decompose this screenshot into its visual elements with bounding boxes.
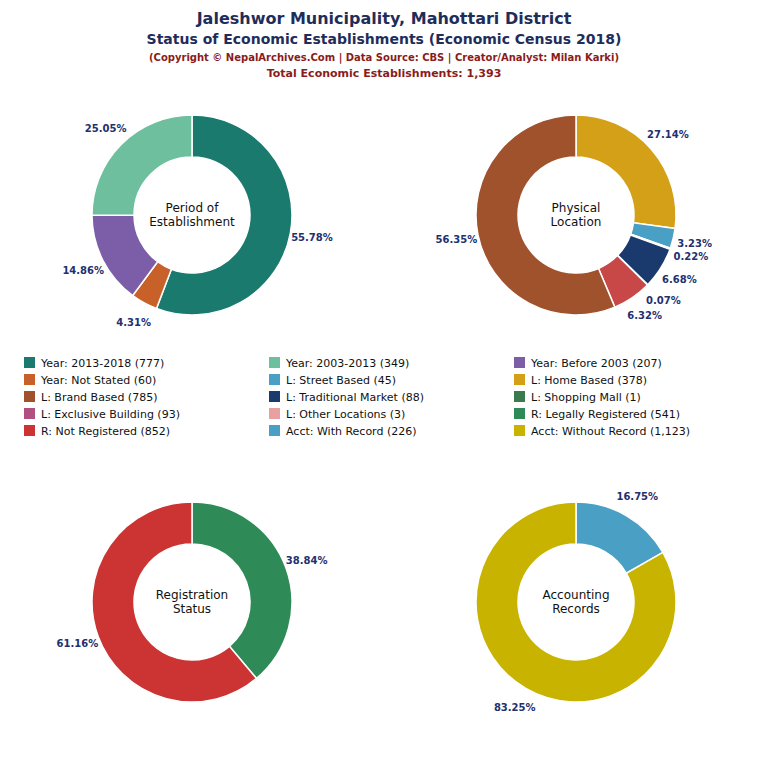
center-label-line: Period of [166, 201, 220, 215]
legend-swatch [269, 391, 280, 402]
center-label-line: Physical [552, 201, 601, 215]
center-label: RegistrationStatus [156, 588, 228, 616]
legend-label: Year: 2013-2018 (777) [40, 357, 164, 370]
legend-swatch [514, 374, 525, 385]
center-label: AccountingRecords [542, 588, 609, 616]
data-label: 56.35% [436, 234, 478, 245]
data-label: 55.78% [291, 232, 333, 243]
donut [92, 115, 292, 315]
annotation: (Copyright © NepalArchives.Com | Data So… [149, 52, 619, 64]
data-label: 0.07% [646, 295, 681, 306]
center-label-line: Status [173, 602, 211, 616]
data-label: 16.75% [616, 491, 658, 502]
legend-swatch [24, 425, 35, 436]
data-label: 3.23% [677, 238, 712, 249]
legend-swatch [24, 391, 35, 402]
title: Status of Economic Establishments (Econo… [147, 31, 622, 47]
donut [92, 502, 292, 702]
slice [92, 215, 158, 295]
donut [476, 502, 676, 702]
donut [476, 115, 676, 315]
legend-label: L: Shopping Mall (1) [531, 391, 641, 404]
background [0, 0, 768, 768]
annotation: Total Economic Establishments: 1,393 [267, 67, 502, 80]
center-label: Period ofEstablishment [149, 201, 235, 229]
center-label-line: Establishment [149, 215, 235, 229]
legend-label: R: Not Registered (852) [41, 425, 170, 438]
legend-swatch [514, 357, 525, 368]
legend-label: L: Traditional Market (88) [286, 391, 424, 404]
data-label: 27.14% [647, 129, 689, 140]
legend-label: Acct: With Record (226) [286, 425, 417, 438]
data-label: 25.05% [85, 123, 127, 134]
center-label: PhysicalLocation [551, 201, 602, 229]
legend-swatch [269, 408, 280, 419]
center-label-line: Registration [156, 588, 228, 602]
legend-label: L: Street Based (45) [286, 374, 396, 387]
legend-swatch [514, 408, 525, 419]
legend-label: L: Home Based (378) [531, 374, 647, 387]
data-label: 38.84% [286, 555, 328, 566]
slice [92, 502, 257, 702]
legend-swatch [269, 374, 280, 385]
legend-swatch [514, 391, 525, 402]
data-label: 6.68% [662, 274, 697, 285]
legend-label: R: Legally Registered (541) [531, 408, 680, 421]
legend-label: L: Exclusive Building (93) [41, 408, 180, 421]
data-label: 83.25% [494, 702, 536, 713]
slice [476, 502, 676, 702]
data-label: 61.16% [57, 638, 99, 649]
chart-root: Jaleshwor Municipality, Mahottari Distri… [0, 0, 768, 768]
legend-swatch [514, 425, 525, 436]
data-label: 14.86% [62, 265, 104, 276]
legend-swatch [24, 408, 35, 419]
data-label: 6.32% [627, 310, 662, 321]
center-label-line: Location [551, 215, 602, 229]
legend-label: Acct: Without Record (1,123) [531, 425, 690, 438]
legend-label: L: Other Locations (3) [286, 408, 405, 421]
center-label-line: Records [552, 602, 600, 616]
legend-swatch [269, 357, 280, 368]
legend-swatch [24, 374, 35, 385]
legend-label: Year: 2003-2013 (349) [285, 357, 409, 370]
data-label: 4.31% [116, 317, 151, 328]
legend-label: L: Brand Based (785) [41, 391, 157, 404]
title: Jaleshwor Municipality, Mahottari Distri… [196, 9, 572, 28]
legend-label: Year: Not Stated (60) [40, 374, 156, 387]
center-label-line: Accounting [542, 588, 609, 602]
legend-swatch [269, 425, 280, 436]
legend-label: Year: Before 2003 (207) [530, 357, 662, 370]
legend-swatch [24, 357, 35, 368]
slice [476, 115, 615, 315]
data-label: 0.22% [673, 251, 708, 262]
legend: Year: 2013-2018 (777) Year: 2003-2013 (34… [24, 357, 690, 438]
